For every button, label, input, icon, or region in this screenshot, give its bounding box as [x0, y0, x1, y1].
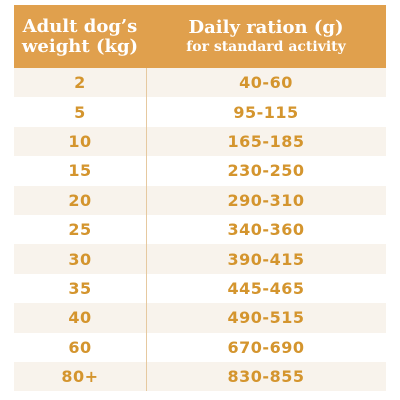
weight-cell: 35 [68, 278, 92, 298]
table-row: 60 670-690 [14, 332, 386, 362]
ration-cell: 830-855 [227, 367, 305, 387]
weight-cell: 40 [68, 308, 92, 328]
header-weight: Adult dog’s weight (kg) [14, 5, 146, 68]
weight-cell: 10 [68, 131, 92, 151]
header-ration: Daily ration (g) for standard activity [146, 5, 386, 68]
ration-cell: 390-415 [227, 249, 305, 269]
table-row: 15 230-250 [14, 156, 386, 186]
table-header: Adult dog’s weight (kg) Daily ration (g)… [14, 5, 386, 68]
weight-cell: 20 [68, 190, 92, 210]
header-ration-line2: for standard activity [186, 38, 346, 55]
table-row: 5 95-115 [14, 97, 386, 127]
column-divider [146, 68, 147, 392]
table-row: 25 340-360 [14, 214, 386, 245]
weight-cell: 60 [68, 337, 92, 357]
weight-cell: 25 [68, 220, 92, 240]
ration-cell: 340-360 [227, 220, 305, 240]
ration-cell: 290-310 [227, 190, 305, 210]
ration-cell: 230-250 [227, 161, 305, 181]
table-row: 10 165-185 [14, 126, 386, 157]
weight-cell: 80+ [61, 367, 99, 387]
table-row: 2 40-60 [14, 68, 386, 98]
weight-cell: 30 [68, 249, 92, 269]
header-weight-line1: Adult dog’s [22, 15, 138, 37]
ration-cell: 95-115 [233, 102, 299, 122]
table-row: 35 445-465 [14, 273, 386, 304]
weight-cell: 5 [74, 102, 86, 122]
ration-cell: 40-60 [239, 73, 293, 93]
weight-cell: 2 [74, 73, 86, 93]
table-row: 30 390-415 [14, 244, 386, 274]
ration-cell: 165-185 [227, 131, 305, 151]
table-row: 40 490-515 [14, 303, 386, 333]
header-weight-line2: weight (kg) [21, 35, 139, 57]
ration-cell: 670-690 [227, 337, 305, 357]
weight-cell: 15 [68, 161, 92, 181]
ration-cell: 490-515 [227, 308, 305, 328]
ration-cell: 445-465 [227, 278, 305, 298]
table-row: 80+ 830-855 [14, 361, 386, 392]
table-row: 20 290-310 [14, 185, 386, 215]
feeding-table: Adult dog’s weight (kg) Daily ration (g)… [14, 5, 386, 392]
table-body: 2 40-60 5 95-115 10 165-185 15 230-250 2… [14, 68, 386, 392]
header-ration-line1: Daily ration (g) [188, 16, 344, 38]
